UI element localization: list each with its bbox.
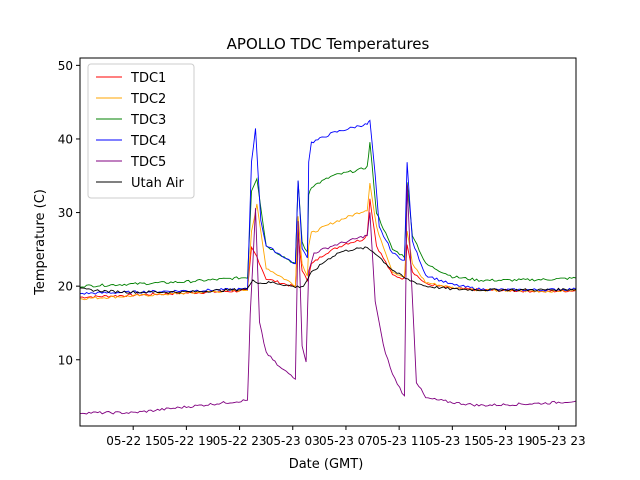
y-tick-label: 20 <box>58 280 73 294</box>
y-tick-label: 40 <box>58 132 73 146</box>
x-tick-label: 05-23 15 <box>425 434 479 448</box>
x-tick-label: 05-22 15 <box>106 434 160 448</box>
legend-label: TDC1 <box>130 71 166 86</box>
legend-label: TDC2 <box>130 92 166 107</box>
legend-label: Utah Air <box>131 176 184 191</box>
x-tick-label: 05-23 03 <box>266 434 320 448</box>
chart-title: APOLLO TDC Temperatures <box>227 35 430 53</box>
y-tick-label: 50 <box>58 59 73 73</box>
legend: TDC1 TDC2 TDC3 TDC4 TDC5 Utah Air <box>88 64 194 198</box>
legend-label: TDC4 <box>130 134 166 149</box>
x-tick-label: 05-23 07 <box>319 434 373 448</box>
legend-label: TDC5 <box>130 155 166 170</box>
x-axis-label: Date (GMT) <box>289 457 364 472</box>
y-tick-label: 30 <box>58 206 73 220</box>
x-tick-label: 05-23 23 <box>532 434 586 448</box>
x-tick-label: 05-23 19 <box>479 434 533 448</box>
legend-label: TDC3 <box>130 113 166 128</box>
x-tick-label: 05-23 11 <box>372 434 426 448</box>
temperature-chart: APOLLO TDC Temperatures 10 20 30 40 50 05-22… <box>0 0 640 480</box>
y-tick-label: 10 <box>58 353 73 367</box>
x-tick-label: 05-22 19 <box>159 434 213 448</box>
x-tick-label: 05-22 23 <box>213 434 267 448</box>
y-axis-label: Temperature (C) <box>33 189 48 296</box>
